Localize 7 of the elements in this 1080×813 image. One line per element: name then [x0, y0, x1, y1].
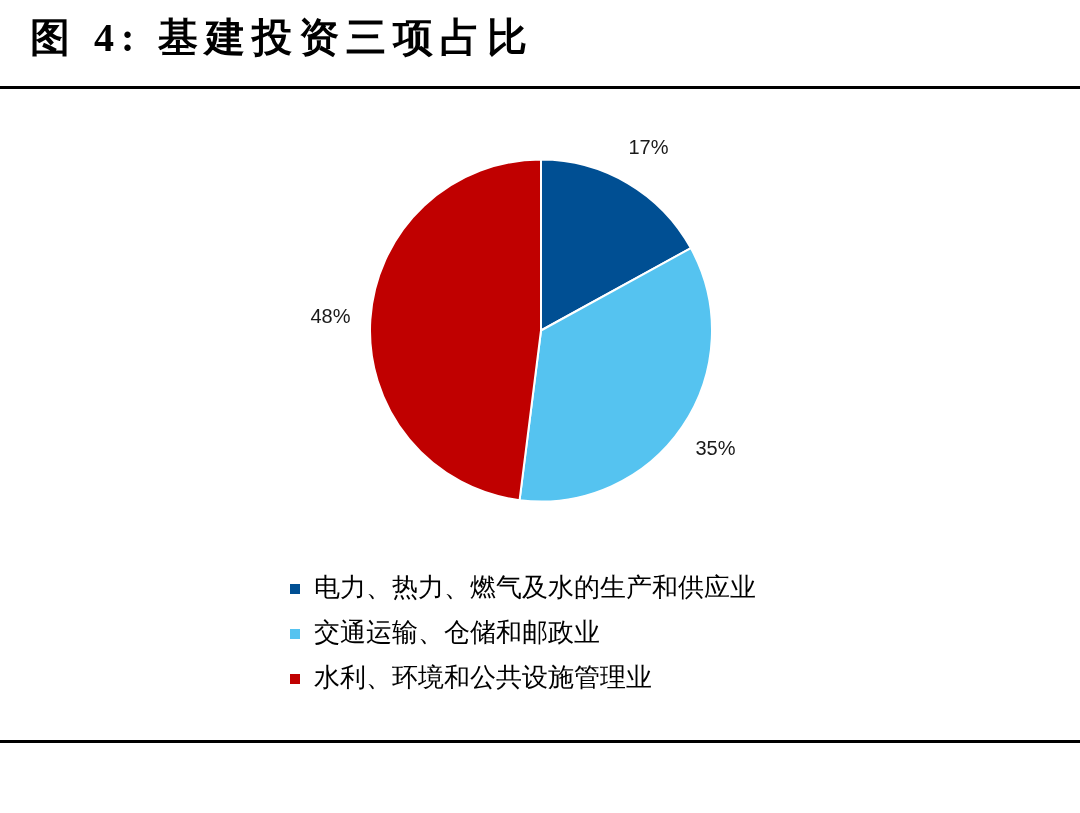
- data-label: 35%: [695, 436, 736, 459]
- legend-label: 电力、热力、燃气及水的生产和供应业: [314, 572, 756, 602]
- legend-label: 水利、环境和公共设施管理业: [314, 662, 652, 692]
- chart-title: 图 4: 基建投资三项占比: [30, 14, 535, 62]
- legend-label: 交通运输、仓储和邮政业: [314, 617, 600, 647]
- data-label: 48%: [310, 304, 351, 327]
- data-label: 17%: [628, 136, 669, 159]
